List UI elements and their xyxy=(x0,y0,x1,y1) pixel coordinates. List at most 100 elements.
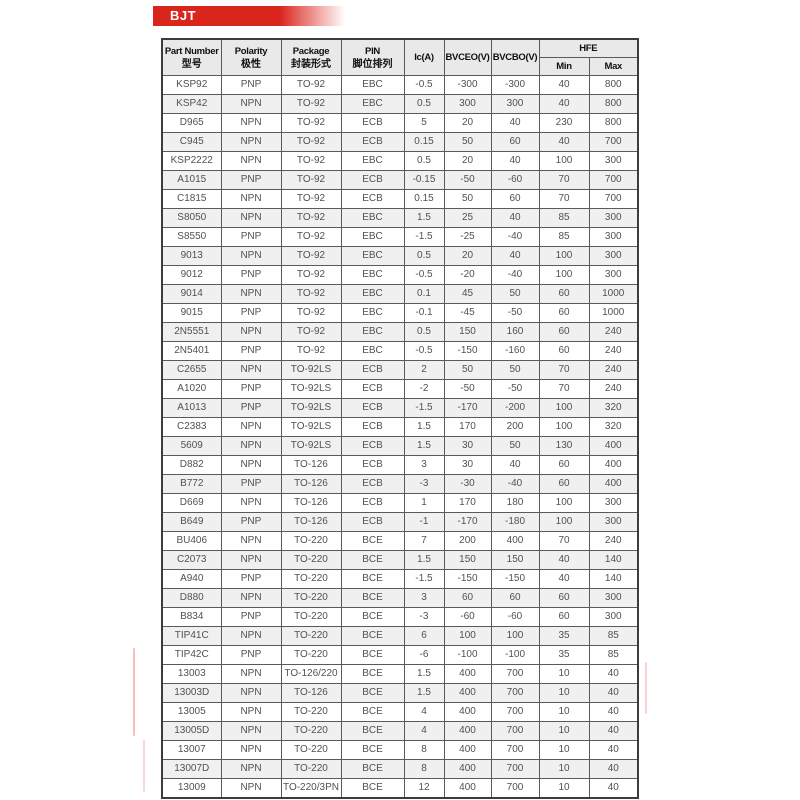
cell-bvceo: -50 xyxy=(443,379,492,399)
cell-bvceo: 400 xyxy=(443,721,492,741)
cell-part: D965 xyxy=(161,113,222,133)
cell-hfe_min: 35 xyxy=(538,626,590,646)
cell-polarity: NPN xyxy=(220,132,282,152)
cell-pin: EBC xyxy=(340,265,405,285)
cell-part: A940 xyxy=(161,569,222,589)
table-row: S8550 PNP TO-92 EBC -1.5 -25 -40 85 300 xyxy=(161,227,639,247)
table-row: KSP92 PNP TO-92 EBC -0.5 -300 -300 40 800 xyxy=(161,75,639,95)
cell-package: TO-92 xyxy=(280,94,342,114)
cell-ic: 0.1 xyxy=(403,284,445,304)
cell-part: D882 xyxy=(161,455,222,475)
cell-part: TIP42C xyxy=(161,645,222,665)
cell-pin: ECB xyxy=(340,189,405,209)
cell-hfe_min: 100 xyxy=(538,246,590,266)
table-row: A1015 PNP TO-92 ECB -0.15 -50 -60 70 700 xyxy=(161,170,639,190)
table-row: C2655 NPN TO-92LS ECB 2 50 50 70 240 xyxy=(161,360,639,380)
cell-bvcbo: -300 xyxy=(490,75,540,95)
cell-polarity: PNP xyxy=(220,474,282,494)
col-header-bvcbo: BVCBO(V) xyxy=(490,38,540,76)
cell-package: TO-92 xyxy=(280,208,342,228)
cell-hfe_min: 70 xyxy=(538,531,590,551)
cell-pin: BCE xyxy=(340,588,405,608)
cell-part: S8550 xyxy=(161,227,222,247)
col-header-hfe-max: Max xyxy=(588,57,639,76)
cell-bvcbo: 200 xyxy=(490,417,540,437)
cell-bvcbo: -200 xyxy=(490,398,540,418)
cell-part: C2655 xyxy=(161,360,222,380)
cell-bvceo: 300 xyxy=(443,94,492,114)
cell-hfe_min: 10 xyxy=(538,778,590,799)
cell-ic: 0.15 xyxy=(403,132,445,152)
cell-polarity: NPN xyxy=(220,455,282,475)
cell-pin: ECB xyxy=(340,417,405,437)
cell-pin: BCE xyxy=(340,607,405,627)
table-row: A1013 PNP TO-92LS ECB -1.5 -170 -200 100 320 xyxy=(161,398,639,418)
cell-package: TO-126/220 xyxy=(280,664,342,684)
cell-pin: BCE xyxy=(340,702,405,722)
cell-pin: EBC xyxy=(340,94,405,114)
cell-hfe_min: 10 xyxy=(538,721,590,741)
cell-hfe_max: 300 xyxy=(588,246,639,266)
cell-polarity: PNP xyxy=(220,75,282,95)
col-header-polarity-zh: 极性 xyxy=(241,59,261,70)
col-header-part-number: Part Number 型号 xyxy=(161,38,222,76)
table-row: 9015 PNP TO-92 EBC -0.1 -45 -50 60 1000 xyxy=(161,303,639,323)
cell-hfe_max: 240 xyxy=(588,360,639,380)
table-row: S8050 NPN TO-92 EBC 1.5 25 40 85 300 xyxy=(161,208,639,228)
cell-part: B649 xyxy=(161,512,222,532)
cell-bvcbo: -180 xyxy=(490,512,540,532)
cell-bvcbo: 300 xyxy=(490,94,540,114)
cell-package: TO-92 xyxy=(280,322,342,342)
cell-ic: -0.1 xyxy=(403,303,445,323)
table-row: 5609 NPN TO-92LS ECB 1.5 30 50 130 400 xyxy=(161,436,639,456)
cell-bvcbo: 700 xyxy=(490,683,540,703)
cell-pin: EBC xyxy=(340,341,405,361)
cell-hfe_max: 240 xyxy=(588,379,639,399)
cell-ic: 1.5 xyxy=(403,683,445,703)
cell-polarity: NPN xyxy=(220,113,282,133)
cell-pin: ECB xyxy=(340,170,405,190)
cell-hfe_max: 800 xyxy=(588,113,639,133)
cell-ic: 2 xyxy=(403,360,445,380)
cell-part: D880 xyxy=(161,588,222,608)
cell-pin: EBC xyxy=(340,208,405,228)
cell-hfe_max: 700 xyxy=(588,189,639,209)
cell-bvcbo: -160 xyxy=(490,341,540,361)
col-header-hfe-min: Min xyxy=(538,57,590,76)
cell-ic: -2 xyxy=(403,379,445,399)
cell-bvcbo: 180 xyxy=(490,493,540,513)
cell-package: TO-220 xyxy=(280,626,342,646)
cell-bvceo: 170 xyxy=(443,417,492,437)
cell-package: TO-92LS xyxy=(280,379,342,399)
cell-bvcbo: -60 xyxy=(490,607,540,627)
cell-package: TO-92 xyxy=(280,303,342,323)
cell-ic: 0.5 xyxy=(403,322,445,342)
cell-bvceo: -45 xyxy=(443,303,492,323)
cell-package: TO-92LS xyxy=(280,398,342,418)
cell-bvcbo: 40 xyxy=(490,455,540,475)
cell-polarity: NPN xyxy=(220,702,282,722)
cell-pin: ECB xyxy=(340,493,405,513)
cell-polarity: NPN xyxy=(220,417,282,437)
cell-part: KSP2222 xyxy=(161,151,222,171)
cell-hfe_min: 60 xyxy=(538,455,590,475)
cell-bvceo: -20 xyxy=(443,265,492,285)
cell-hfe_max: 300 xyxy=(588,493,639,513)
cell-bvceo: 20 xyxy=(443,113,492,133)
cell-polarity: NPN xyxy=(220,493,282,513)
cell-hfe_min: 40 xyxy=(538,550,590,570)
cell-ic: 1.5 xyxy=(403,436,445,456)
bjt-spec-table: Part Number 型号 Polarity 极性 Package 封装形式 … xyxy=(161,38,640,799)
cell-bvceo: 25 xyxy=(443,208,492,228)
table-row: B834 PNP TO-220 BCE -3 -60 -60 60 300 xyxy=(161,607,639,627)
cell-package: TO-220/3PN xyxy=(280,778,342,799)
cell-ic: 1.5 xyxy=(403,664,445,684)
cell-hfe_min: 60 xyxy=(538,303,590,323)
cell-polarity: NPN xyxy=(220,246,282,266)
cell-bvceo: 400 xyxy=(443,683,492,703)
cell-polarity: NPN xyxy=(220,721,282,741)
cell-polarity: PNP xyxy=(220,379,282,399)
cell-part: KSP42 xyxy=(161,94,222,114)
table-row: B649 PNP TO-126 ECB -1 -170 -180 100 300 xyxy=(161,512,639,532)
cell-polarity: NPN xyxy=(220,322,282,342)
